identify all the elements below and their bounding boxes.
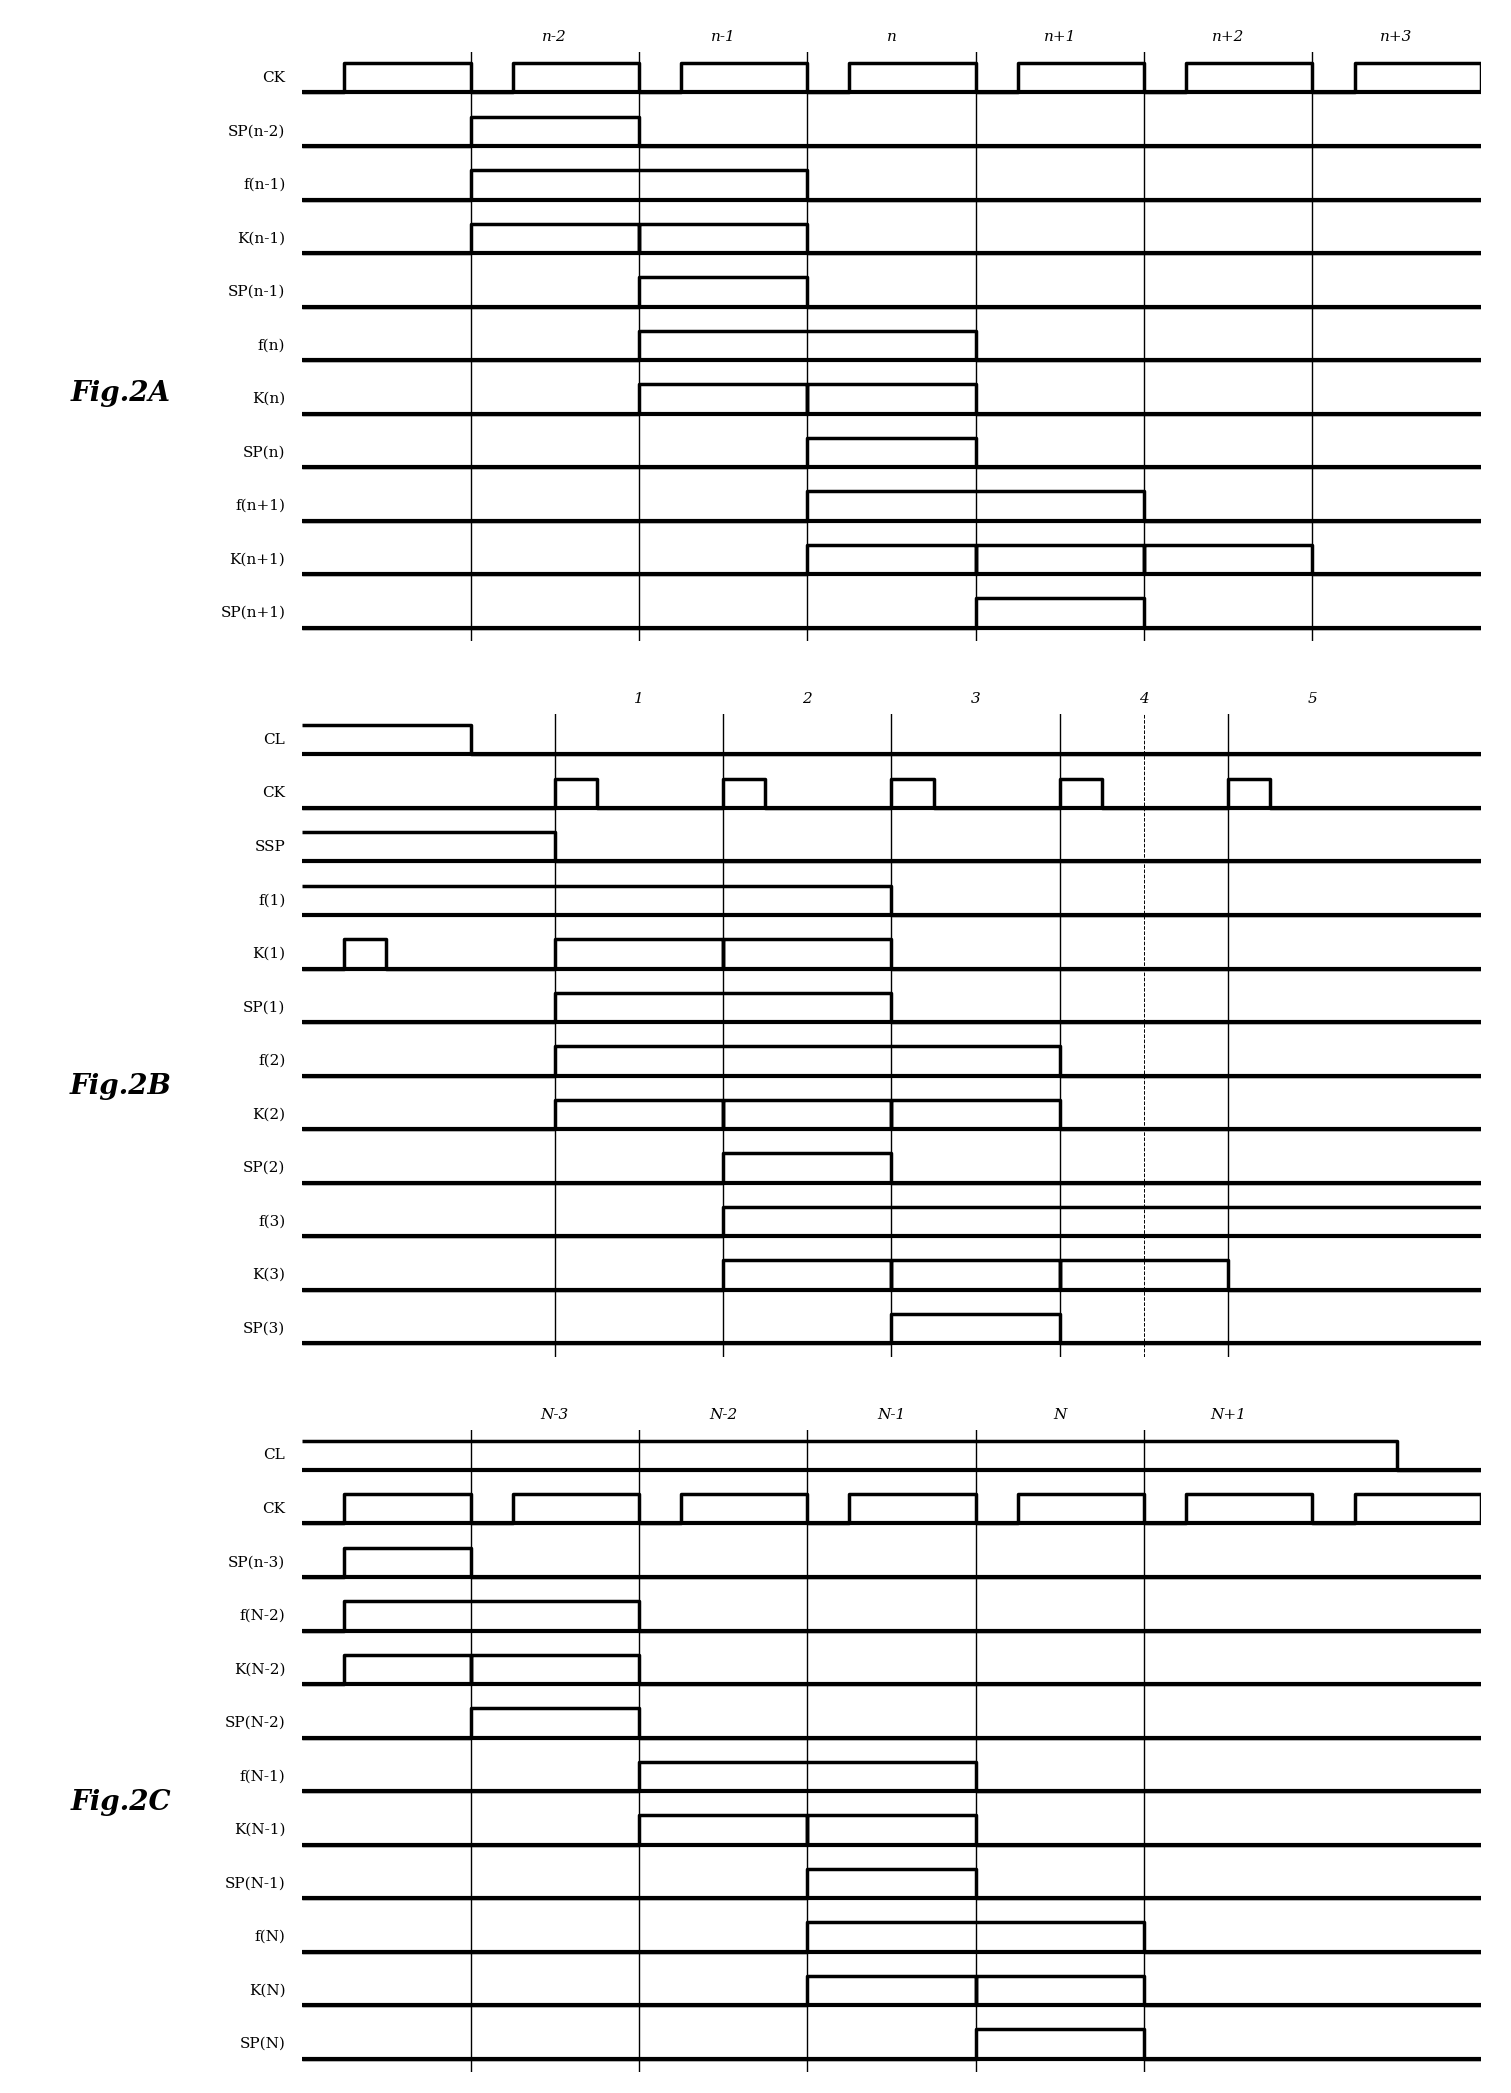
Text: 2: 2 — [802, 693, 813, 705]
Text: CK: CK — [263, 71, 286, 84]
Text: n-2: n-2 — [542, 29, 567, 44]
Text: n+1: n+1 — [1044, 29, 1076, 44]
Text: K(1): K(1) — [252, 946, 286, 961]
Text: Fig.2C: Fig.2C — [71, 1790, 171, 1817]
Text: SSP: SSP — [255, 839, 286, 854]
Text: 5: 5 — [1307, 693, 1318, 705]
Text: K(N): K(N) — [249, 1984, 286, 1997]
Text: N-2: N-2 — [709, 1409, 737, 1421]
Text: f(3): f(3) — [258, 1214, 286, 1229]
Text: K(n+1): K(n+1) — [230, 553, 286, 567]
Text: N-3: N-3 — [541, 1409, 568, 1421]
Text: K(3): K(3) — [252, 1268, 286, 1281]
Text: K(n): K(n) — [252, 391, 286, 406]
Text: CK: CK — [263, 787, 286, 800]
Text: Fig.2A: Fig.2A — [71, 381, 171, 408]
Text: f(N-1): f(N-1) — [240, 1769, 286, 1783]
Text: n+3: n+3 — [1381, 29, 1413, 44]
Text: K(n-1): K(n-1) — [237, 232, 286, 245]
Text: n-1: n-1 — [710, 29, 736, 44]
Text: N: N — [1053, 1409, 1067, 1421]
Text: n: n — [887, 29, 896, 44]
Text: f(2): f(2) — [258, 1055, 286, 1067]
Text: SP(n): SP(n) — [243, 446, 286, 458]
Text: f(n): f(n) — [258, 339, 286, 352]
Text: SP(N-2): SP(N-2) — [225, 1716, 286, 1729]
Text: f(n+1): f(n+1) — [236, 498, 286, 513]
Text: K(N-1): K(N-1) — [234, 1823, 286, 1838]
Text: SP(1): SP(1) — [243, 1000, 286, 1015]
Text: 4: 4 — [1139, 693, 1148, 705]
Text: f(1): f(1) — [258, 894, 286, 906]
Text: SP(n-3): SP(n-3) — [228, 1555, 286, 1570]
Text: K(N-2): K(N-2) — [234, 1662, 286, 1676]
Text: N-1: N-1 — [878, 1409, 905, 1421]
Text: SP(n-1): SP(n-1) — [228, 285, 286, 299]
Text: CL: CL — [263, 733, 286, 747]
Text: CK: CK — [263, 1503, 286, 1515]
Text: SP(N): SP(N) — [239, 2036, 286, 2051]
Text: f(n-1): f(n-1) — [243, 178, 286, 193]
Text: K(2): K(2) — [252, 1107, 286, 1122]
Text: 1: 1 — [635, 693, 644, 705]
Text: SP(n+1): SP(n+1) — [221, 607, 286, 620]
Text: SP(n-2): SP(n-2) — [228, 123, 286, 138]
Text: f(N-2): f(N-2) — [240, 1610, 286, 1622]
Text: 3: 3 — [970, 693, 981, 705]
Text: Fig.2B: Fig.2B — [70, 1074, 172, 1101]
Text: SP(N-1): SP(N-1) — [225, 1877, 286, 1890]
Text: f(N): f(N) — [254, 1930, 286, 1944]
Text: SP(3): SP(3) — [243, 1321, 286, 1335]
Text: SP(2): SP(2) — [243, 1162, 286, 1174]
Text: n+2: n+2 — [1212, 29, 1245, 44]
Text: N+1: N+1 — [1210, 1409, 1247, 1421]
Text: CL: CL — [263, 1448, 286, 1463]
